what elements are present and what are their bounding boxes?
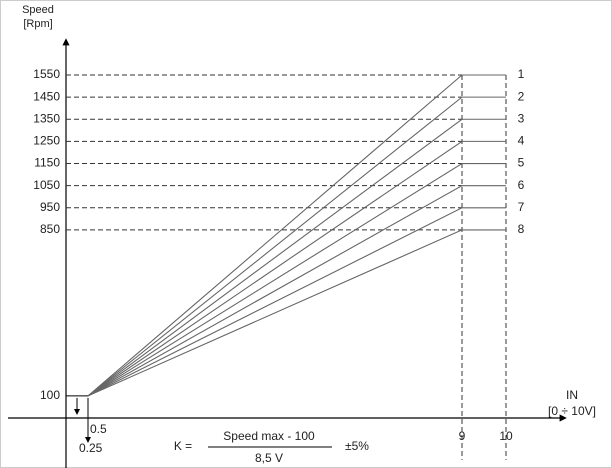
y-axis-label: Speed xyxy=(22,4,54,16)
x-tick-label: 0.5 xyxy=(90,422,107,436)
y-tick-label: 1550 xyxy=(33,67,60,81)
series-line xyxy=(87,162,506,397)
series-line xyxy=(87,229,506,397)
series-line xyxy=(87,74,506,397)
series-line xyxy=(87,140,506,397)
formula-lhs: K = xyxy=(174,439,192,453)
y-tick-label: 1150 xyxy=(34,156,60,170)
series-line xyxy=(87,185,506,397)
y-tick-label: 1350 xyxy=(33,111,60,125)
legend-label: 6 xyxy=(518,178,525,192)
y-tick-label: 1050 xyxy=(33,178,60,192)
series-line xyxy=(87,207,506,397)
legend-label: 5 xyxy=(518,156,525,170)
legend-label: 3 xyxy=(518,111,525,125)
legend-label: 2 xyxy=(518,89,525,103)
legend-label: 8 xyxy=(518,222,525,236)
x-axis-label: IN xyxy=(566,388,578,402)
legend-label: 7 xyxy=(518,200,525,214)
x-axis-label: [0 ÷ 10V] xyxy=(548,404,596,418)
y-tick-label: 1450 xyxy=(33,89,60,103)
y-tick-label: 1250 xyxy=(33,134,60,148)
formula-denominator: 8,5 V xyxy=(255,451,283,465)
legend-label: 1 xyxy=(518,67,525,81)
formula-numerator: Speed max - 100 xyxy=(223,429,315,443)
y-tick-label: 100 xyxy=(40,388,60,402)
y-tick-label: 850 xyxy=(40,222,60,236)
y-axis-label: [Rpm] xyxy=(23,18,52,30)
y-tick-label: 950 xyxy=(40,200,60,214)
legend-label: 4 xyxy=(518,134,525,148)
x-tick-label: 0.25 xyxy=(79,441,103,455)
formula-tolerance: ±5% xyxy=(345,439,369,453)
series-line xyxy=(87,118,506,397)
series-line xyxy=(87,96,506,397)
